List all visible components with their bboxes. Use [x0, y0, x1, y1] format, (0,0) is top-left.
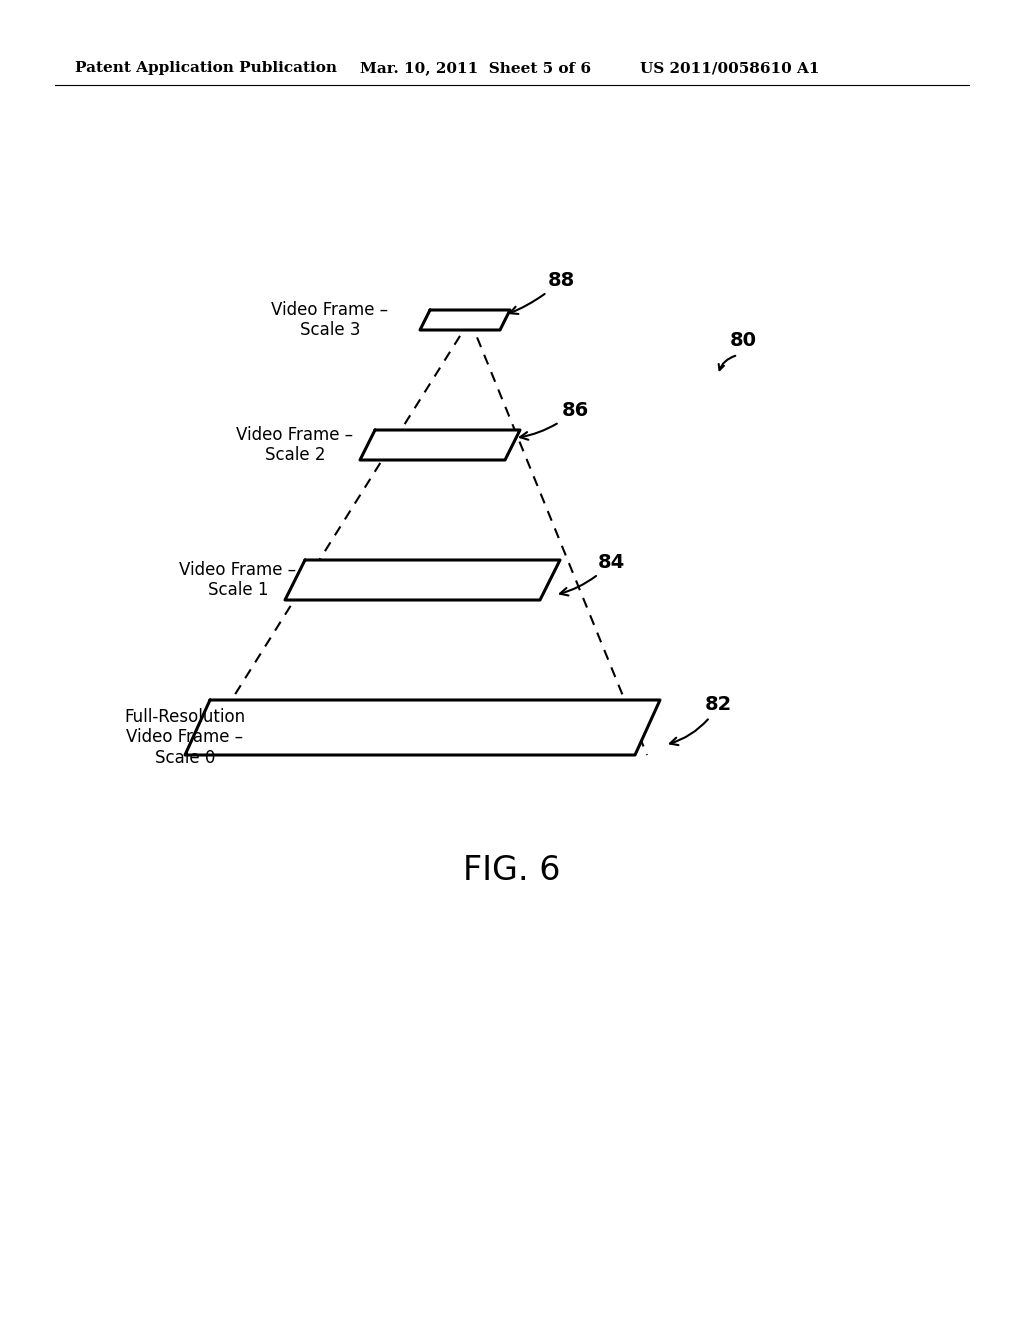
Text: FIG. 6: FIG. 6 — [463, 854, 561, 887]
Polygon shape — [360, 430, 520, 459]
Text: Full-Resolution
Video Frame –
Scale 0: Full-Resolution Video Frame – Scale 0 — [125, 708, 246, 767]
Text: 80: 80 — [730, 330, 757, 350]
Text: Video Frame –
Scale 2: Video Frame – Scale 2 — [237, 425, 353, 465]
Text: Patent Application Publication: Patent Application Publication — [75, 61, 337, 75]
Text: Video Frame –
Scale 1: Video Frame – Scale 1 — [179, 561, 297, 599]
Polygon shape — [185, 700, 660, 755]
Text: 84: 84 — [560, 553, 626, 595]
Text: Video Frame –
Scale 3: Video Frame – Scale 3 — [271, 301, 388, 339]
Polygon shape — [285, 560, 560, 601]
Text: US 2011/0058610 A1: US 2011/0058610 A1 — [640, 61, 819, 75]
Text: 88: 88 — [510, 271, 575, 314]
Text: 82: 82 — [670, 696, 732, 744]
Text: Mar. 10, 2011  Sheet 5 of 6: Mar. 10, 2011 Sheet 5 of 6 — [360, 61, 591, 75]
Polygon shape — [420, 310, 510, 330]
Text: 86: 86 — [520, 400, 589, 440]
